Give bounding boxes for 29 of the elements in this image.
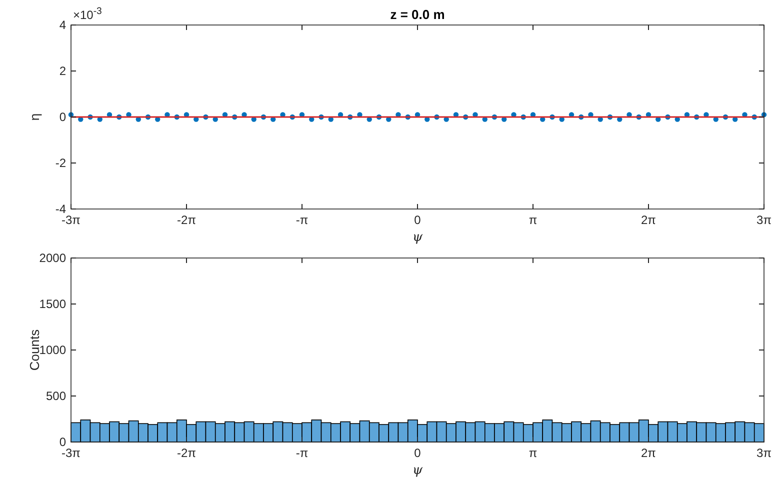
x-tick-label: π	[528, 446, 538, 460]
x-tick-label: 3π	[756, 446, 772, 460]
x-tick-label: -π	[296, 213, 308, 227]
x-tick-label: -3π	[62, 213, 80, 227]
y-tick-label: 4	[59, 18, 66, 32]
chart-title: z = 0.0 m	[390, 7, 445, 22]
x-tick-label: -π	[296, 446, 308, 460]
x-tick-label: 2π	[641, 446, 656, 460]
y-tick-label: 1000	[39, 343, 66, 357]
y-tick-label: 1500	[39, 297, 66, 311]
y-tick-label: 2	[59, 64, 66, 78]
y-tick-label: 0	[59, 110, 66, 124]
y-tick-label: 2000	[39, 251, 66, 265]
y-tick-label: 0	[59, 435, 66, 449]
y-tick-label: -4	[55, 202, 66, 216]
text: ×10$^{-3}$	[73, 6, 102, 22]
x-tick-label: 2π	[641, 213, 656, 227]
x-tick-label: π	[528, 213, 538, 227]
y-tick-label: 500	[46, 389, 66, 403]
y-axis-title: η	[27, 113, 42, 121]
x-tick-label: -3π	[62, 446, 80, 460]
x-tick-label: 0	[414, 446, 422, 460]
x-tick-label: 0	[414, 213, 422, 227]
x-tick-label: -2π	[177, 446, 196, 460]
x-tick-label: -2π	[177, 213, 196, 227]
x-tick-label: 3π	[756, 213, 772, 227]
x-axis-title: ψ	[412, 463, 424, 478]
x-axis-title: ψ	[412, 230, 424, 245]
y-tick-label: -2	[55, 156, 66, 170]
